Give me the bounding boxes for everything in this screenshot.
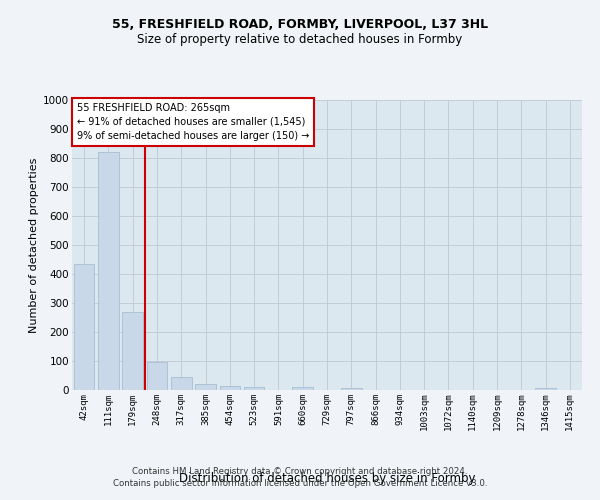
Bar — [244, 387, 265, 390]
Bar — [341, 388, 362, 390]
Bar — [535, 388, 556, 390]
Bar — [98, 152, 119, 390]
Bar — [171, 377, 191, 390]
Bar — [74, 264, 94, 390]
Bar — [122, 312, 143, 390]
Text: Size of property relative to detached houses in Formby: Size of property relative to detached ho… — [137, 32, 463, 46]
Text: 55, FRESHFIELD ROAD, FORMBY, LIVERPOOL, L37 3HL: 55, FRESHFIELD ROAD, FORMBY, LIVERPOOL, … — [112, 18, 488, 30]
Bar — [195, 384, 216, 390]
Text: Contains HM Land Registry data © Crown copyright and database right 2024.
Contai: Contains HM Land Registry data © Crown c… — [113, 466, 487, 487]
Bar — [292, 386, 313, 390]
Bar — [146, 362, 167, 390]
Bar — [220, 386, 240, 390]
X-axis label: Distribution of detached houses by size in Formby: Distribution of detached houses by size … — [179, 472, 475, 485]
Text: 55 FRESHFIELD ROAD: 265sqm
← 91% of detached houses are smaller (1,545)
9% of se: 55 FRESHFIELD ROAD: 265sqm ← 91% of deta… — [77, 103, 310, 141]
Y-axis label: Number of detached properties: Number of detached properties — [29, 158, 39, 332]
